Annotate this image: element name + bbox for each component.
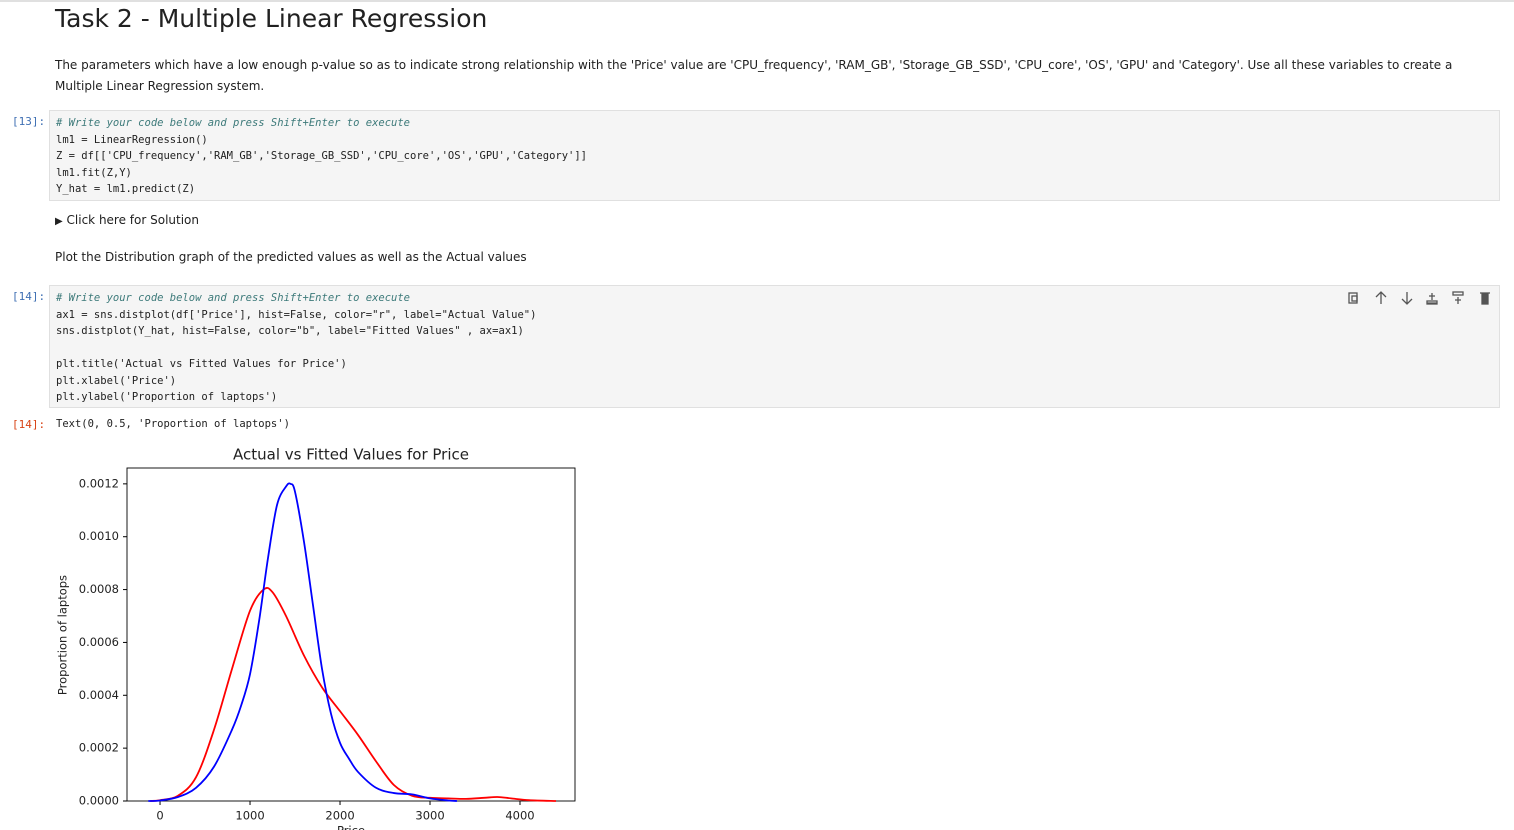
y-axis-label: Proportion of laptops [56, 575, 70, 695]
code-line: plt.xlabel('Price') [56, 374, 177, 387]
x-tick-label: 3000 [415, 809, 444, 823]
y-tick-label: 0.0004 [79, 688, 119, 702]
x-axis-label: Price [337, 824, 365, 830]
toggle-label[interactable]: Click here for Solution [66, 213, 199, 227]
x-tick-label: 2000 [325, 809, 354, 823]
code-line: Y_hat = lm1.predict(Z) [56, 183, 196, 195]
chart-title: Actual vs Fitted Values for Price [233, 446, 469, 464]
output-prompt: [14]: [12, 418, 46, 431]
code-line: # Write your code below and press Shift+… [56, 117, 411, 129]
plot-frame [126, 467, 576, 802]
solution-toggle[interactable]: ▶ Click here for Solution [55, 213, 199, 227]
code-line: plt.ylabel('Proportion of laptops') [56, 391, 278, 403]
code-cell[interactable]: # Write your code below and press Shift+… [49, 110, 1500, 201]
code-line: lm1 = LinearRegression() [56, 133, 208, 146]
top-rule [0, 0, 1514, 2]
x-tick-label: 1000 [235, 809, 264, 823]
x-tick-label: 0 [156, 809, 163, 823]
y-tick-label: 0.0008 [79, 582, 119, 596]
move-down-button[interactable] [1401, 292, 1413, 305]
code-line: Z = df[['CPU_frequency','RAM_GB','Storag… [56, 150, 588, 162]
cell-toolbar [1348, 291, 1490, 305]
cell-output: Text(0, 0.5, 'Proportion of laptops') [56, 418, 290, 430]
code-line: plt.title('Actual vs Fitted Values for P… [56, 358, 347, 370]
y-tick-label: 0.0010 [79, 529, 119, 543]
cell-prompt: [13]: [12, 115, 46, 128]
y-tick-label: 0.0012 [79, 476, 119, 490]
instruction-text: Plot the Distribution graph of the predi… [55, 250, 527, 264]
code-line: ax1 = sns.distplot(df['Price'], hist=Fal… [56, 308, 537, 321]
move-up-button[interactable] [1375, 291, 1387, 304]
delete-button[interactable] [1480, 292, 1490, 305]
code-cell[interactable]: # Write your code below and press Shift+… [49, 285, 1500, 408]
heading: Task 2 - Multiple Linear Regression [55, 4, 488, 33]
density-line [150, 587, 557, 802]
code-line: lm1.fit(Z,Y) [56, 166, 132, 179]
y-tick-label: 0.0002 [79, 741, 119, 755]
y-tick-label: 0.0000 [79, 794, 119, 808]
density-line [148, 482, 458, 802]
y-tick-label: 0.0006 [79, 635, 119, 649]
insert-below-button[interactable] [1452, 291, 1464, 304]
code-line: sns.distplot(Y_hat, hist=False, color="b… [56, 325, 524, 337]
x-tick-label: 4000 [505, 809, 534, 823]
insert-above-button[interactable] [1426, 293, 1438, 305]
copy-button[interactable] [1348, 292, 1358, 304]
code-line: # Write your code below and press Shift+… [56, 292, 411, 304]
intro-text: The parameters which have a low enough p… [55, 58, 1453, 93]
cell-prompt: [14]: [12, 290, 46, 303]
